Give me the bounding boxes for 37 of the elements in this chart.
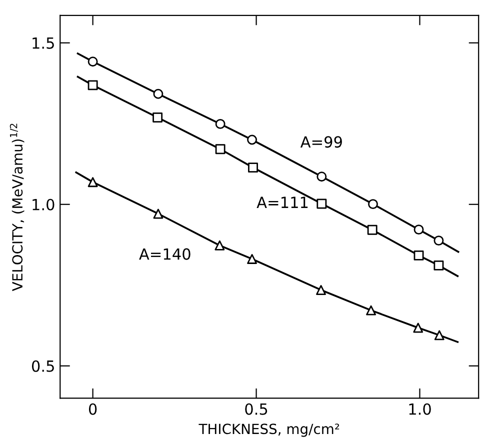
line-series <box>76 76 459 277</box>
y-tick-label: 0.5 <box>32 360 54 372</box>
point <box>434 330 444 340</box>
point <box>366 305 376 316</box>
y-axis-title: VELOCITY, (MeV/amu)$^{1/2}$ <box>10 124 24 292</box>
point <box>316 285 326 295</box>
point <box>153 88 164 99</box>
point <box>368 199 378 210</box>
point <box>152 112 163 122</box>
point <box>215 118 226 129</box>
point <box>88 56 98 67</box>
point <box>414 224 424 235</box>
series-label: A=99 <box>300 136 342 148</box>
point <box>413 322 424 333</box>
point <box>434 236 444 246</box>
point <box>215 144 226 154</box>
point <box>248 162 258 173</box>
x-tick-label: 0 <box>88 403 97 415</box>
point <box>247 254 258 264</box>
point <box>247 134 258 145</box>
point <box>153 208 164 219</box>
point <box>88 177 98 188</box>
series-label: A=111 <box>256 196 308 208</box>
x-tick-label: 1.0 <box>409 403 431 415</box>
point <box>414 250 424 260</box>
y-tick-label: 1.0 <box>32 198 54 210</box>
point <box>316 198 327 209</box>
x-axis-title: THICKNESS, mg/cm² <box>198 424 340 437</box>
x-tick-label: 0.5 <box>245 403 268 415</box>
point <box>367 224 378 235</box>
point <box>88 80 98 90</box>
y-tick-label: 1.5 <box>32 38 54 49</box>
point <box>214 240 225 250</box>
series-label: A=140 <box>139 248 190 260</box>
line-series <box>75 171 459 343</box>
point <box>434 260 444 270</box>
point <box>316 172 327 182</box>
